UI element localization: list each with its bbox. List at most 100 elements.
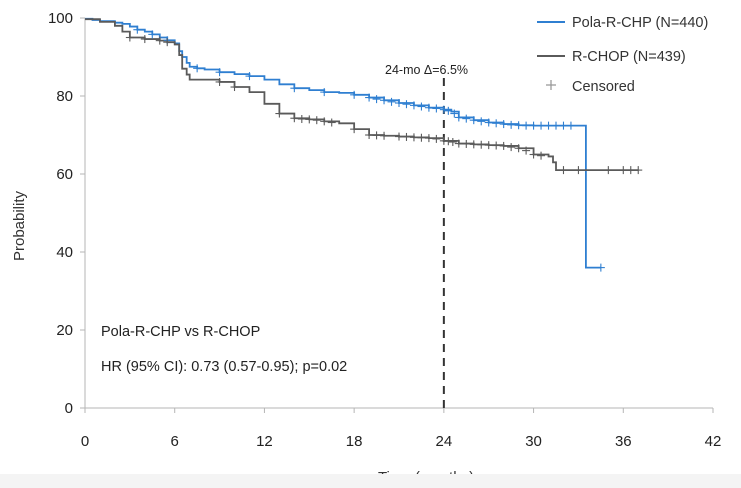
rchop-censor-mark xyxy=(155,36,164,45)
rchop-censor-mark xyxy=(380,131,389,140)
y-tick-label: 100 xyxy=(48,10,73,27)
pola-censor-mark xyxy=(424,103,433,112)
pola-censor-mark xyxy=(462,114,471,123)
reference-line-label: 24-mo Δ=6.5% xyxy=(385,63,468,77)
legend-label-pola: Pola-R-CHP (N=440) xyxy=(572,15,708,31)
x-tick-label: 18 xyxy=(346,433,363,450)
rchop-censor-mark xyxy=(125,33,134,42)
pola-censor-mark xyxy=(559,121,568,130)
rchop-censor-mark xyxy=(327,118,336,127)
pola-censor-mark xyxy=(537,121,546,130)
censor-marks xyxy=(125,25,643,272)
pola-censor-mark xyxy=(290,84,299,93)
rchop-censor-mark xyxy=(619,166,628,175)
rchop-censor-mark xyxy=(514,144,523,153)
rchop-censor-mark xyxy=(290,114,299,123)
pola-censor-mark xyxy=(320,88,329,97)
rchop-censor-mark xyxy=(395,132,403,141)
pola-censor-mark xyxy=(484,118,493,127)
rchop-censor-mark xyxy=(522,146,531,155)
pola-censor-mark xyxy=(193,64,202,73)
rchop-censor-mark xyxy=(140,35,149,44)
axes: 0 20 40 60 80 100 0 6 12 18 24 30 36 42 xyxy=(48,10,721,450)
pola-censor-mark xyxy=(507,120,516,129)
y-tick-label: 40 xyxy=(56,244,73,261)
pola-censor-mark xyxy=(566,121,575,130)
rchop-censor-mark xyxy=(312,116,321,125)
pola-censor-mark xyxy=(215,68,224,77)
comparison-label: Pola-R-CHP vs R-CHOP xyxy=(101,324,260,340)
rchop-censor-mark xyxy=(444,137,453,146)
bottom-strip xyxy=(0,474,741,488)
rchop-censor-mark xyxy=(574,166,583,175)
rchop-censor-mark xyxy=(275,109,284,118)
legend-label-censored: Censored xyxy=(572,79,635,95)
rchop-censor-mark xyxy=(350,125,359,134)
rchop-censor-mark xyxy=(634,166,643,175)
pola-censor-mark xyxy=(499,120,508,129)
pola-censor-mark xyxy=(372,95,381,104)
pola-censor-mark xyxy=(439,105,448,114)
y-tick-label: 80 xyxy=(56,88,73,105)
y-tick-label: 0 xyxy=(65,400,73,417)
rchop-censor-mark xyxy=(448,138,457,147)
pola-censor-mark xyxy=(552,121,560,130)
rchop-censor-mark xyxy=(215,77,224,86)
rchop-censor-mark xyxy=(163,38,172,47)
pola-censor-mark xyxy=(529,121,538,130)
pola-censor-mark xyxy=(148,30,157,39)
rchop-censor-mark xyxy=(469,140,478,149)
pola-censor-mark xyxy=(596,263,605,272)
rchop-censor-mark xyxy=(462,139,471,148)
pola-censor-mark xyxy=(492,119,501,128)
y-tick-label: 20 xyxy=(56,322,73,339)
pola-censor-mark xyxy=(387,97,396,106)
legend: Pola-R-CHP (N=440) R-CHOP (N=439) Censor… xyxy=(537,15,708,95)
pola-censor-mark xyxy=(380,96,389,105)
rchop-censor-mark xyxy=(604,166,613,175)
hazard-ratio-label: HR (95% CI): 0.73 (0.57-0.95); p=0.02 xyxy=(101,359,347,375)
pola-censor-mark xyxy=(417,102,426,111)
rchop-censor-mark xyxy=(529,150,538,159)
rchop-censor-mark xyxy=(409,133,418,142)
pola-censor-mark xyxy=(245,72,254,81)
rchop-censor-mark xyxy=(626,166,635,175)
rchop-censor-mark xyxy=(372,131,381,140)
x-tick-label: 12 xyxy=(256,433,273,450)
rchop-censor-mark xyxy=(454,139,463,148)
rchop-censor-mark xyxy=(477,140,486,149)
pola-r-chp-curve xyxy=(85,17,601,269)
pola-censor-mark xyxy=(544,121,553,130)
rchop-censor-mark xyxy=(402,132,411,141)
y-axis-title: Probability xyxy=(11,190,28,261)
pola-censor-mark xyxy=(454,113,463,122)
pola-censor-mark xyxy=(477,117,486,126)
rchop-censor-mark xyxy=(537,151,546,160)
rchop-censor-mark xyxy=(320,117,329,126)
x-tick-label: 24 xyxy=(436,433,453,450)
pola-censor-mark xyxy=(522,121,531,130)
rchop-censor-mark xyxy=(507,143,516,152)
rchop-censor-mark xyxy=(305,115,314,124)
x-tick-label: 42 xyxy=(705,433,722,450)
rchop-censor-mark xyxy=(424,134,433,143)
pola-censor-mark xyxy=(469,116,478,125)
y-tick-label: 60 xyxy=(56,166,73,183)
pola-censor-mark xyxy=(450,109,459,118)
pola-censor-mark xyxy=(395,99,403,108)
pola-censor-mark xyxy=(514,121,523,130)
pola-censor-mark xyxy=(409,101,418,110)
rchop-censor-mark xyxy=(484,141,493,150)
rchop-censor-mark xyxy=(297,115,306,124)
x-tick-label: 36 xyxy=(615,433,632,450)
legend-censored-plus-icon xyxy=(546,80,556,90)
pola-censor-mark xyxy=(365,93,374,102)
x-tick-label: 0 xyxy=(81,433,89,450)
rchop-censor-mark xyxy=(230,83,239,92)
pola-censor-mark xyxy=(402,100,411,109)
pola-censor-mark xyxy=(432,104,441,113)
pola-censor-mark xyxy=(444,106,453,115)
rchop-censor-mark xyxy=(499,141,508,150)
